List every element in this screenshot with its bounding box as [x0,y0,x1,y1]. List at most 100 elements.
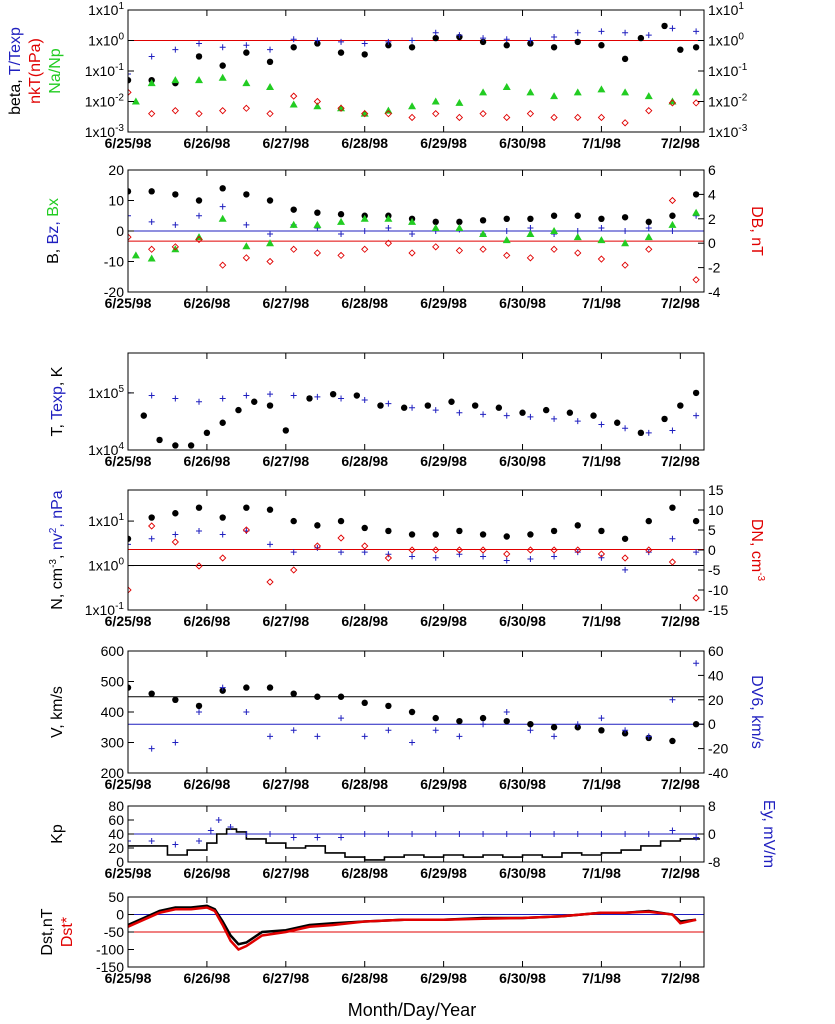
data-point [519,409,526,416]
data-point [196,527,203,534]
data-point [677,46,684,53]
plot-frame [127,352,705,451]
data-point [219,261,227,269]
y-tick-label: 300 [101,735,125,751]
data-point [195,562,203,570]
data-point [266,684,274,691]
x-tick-label: 7/2/98 [661,970,700,986]
label-part: B, [45,244,62,264]
x-tick-label: 6/29/98 [420,776,467,792]
data-point [668,99,677,107]
y-tick-label: -50 [104,924,124,940]
data-point [598,28,605,35]
x-tick-label: 6/28/98 [341,295,388,311]
x-tick-label: 6/25/98 [105,865,152,881]
data-point [219,395,226,402]
tick-exponent: 1 [118,512,124,523]
data-point [692,517,700,525]
data-point [314,544,321,551]
x-tick-label: 6/26/98 [184,453,231,469]
data-point [219,554,227,562]
data-point [693,549,700,556]
data-point [196,40,203,47]
y-axis-label-right: Ey, mV/m [760,800,777,868]
data-point [502,236,511,244]
data-point [661,22,668,30]
data-point [692,191,700,198]
data-point [503,717,510,725]
data-point [455,546,464,554]
data-point [431,223,440,231]
data-point [503,251,511,260]
data-point [128,838,131,844]
x-tick-label: 6/28/98 [341,613,388,629]
data-point [313,102,322,110]
data-point [337,104,345,112]
data-point [526,230,535,238]
data-point [267,391,274,398]
data-point [644,233,653,241]
data-point [551,831,558,837]
label-part: beta, [7,75,24,115]
y-tick-label: 50 [108,889,124,905]
x-tick-label: 6/30/98 [499,295,546,311]
data-point [195,110,203,118]
y-tick-label: 20 [108,840,124,856]
data-point [692,99,700,107]
y-axis-label: beta, T/Texp [7,27,24,115]
data-point [266,506,274,513]
data-point [172,46,179,53]
data-point [574,721,581,728]
data-point [196,398,203,405]
y-tick-label: -8 [708,854,721,870]
x-tick-label: 6/30/98 [499,970,546,986]
data-point [408,102,417,110]
label-part: Bz, [45,217,62,245]
x-tick-label: 6/29/98 [420,613,467,629]
x-tick-label: 7/1/98 [582,865,621,881]
data-point [431,97,440,105]
label-part: N, cm [49,568,66,610]
data-point [171,538,179,546]
data-point [645,32,652,39]
data-point [495,404,503,411]
data-point [314,733,321,740]
data-point [527,224,534,231]
data-point [550,724,558,731]
data-point [385,831,392,837]
data-point [290,566,298,574]
y-tick-label: 1x100 [708,32,744,49]
series-line-0 [128,828,701,861]
data-point [408,113,416,122]
y-tick-label: 10 [108,193,124,209]
y-axis-label: nkT(nPa) [27,38,44,104]
data-point [692,594,700,602]
data-point [314,209,321,216]
y-tick-label: 0 [116,907,124,923]
data-point [314,834,321,841]
data-point [432,218,439,226]
tick-exponent: -2 [115,93,124,104]
x-tick-label: 6/28/98 [341,865,388,881]
x-tick-label: 6/29/98 [420,970,467,986]
data-point [424,402,432,409]
panel-V: 6/25/98 6/26/98 6/27/98 6/28/98 6/29/98 6/30/… [49,643,765,792]
x-tick-label: 6/27/98 [262,776,309,792]
y-tick-label: 1x101 [708,1,744,18]
label-part: T/Texp [7,27,24,75]
data-point [314,393,321,400]
data-point [148,745,155,752]
x-tick-label: 6/27/98 [262,613,309,629]
data-point [479,714,487,722]
x-tick-label: 7/1/98 [582,970,621,986]
y-tick-label: 1x10-1 [708,62,748,79]
data-point [455,223,464,231]
data-point [551,415,558,422]
data-point [385,702,392,710]
data-point [645,224,652,231]
data-point [456,551,463,558]
y-tick-label: 1x10-3 [85,123,125,140]
data-point [598,831,605,837]
data-point [243,42,250,49]
y-tick-label: 1x10-3 [708,123,748,140]
